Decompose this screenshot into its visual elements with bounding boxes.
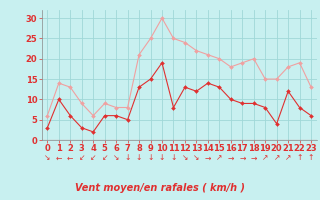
Text: ↙: ↙: [90, 154, 96, 162]
Text: ↓: ↓: [136, 154, 142, 162]
Text: →: →: [228, 154, 234, 162]
Text: ↑: ↑: [296, 154, 303, 162]
Text: ←: ←: [56, 154, 62, 162]
Text: ←: ←: [67, 154, 74, 162]
Text: →: →: [239, 154, 245, 162]
Text: ↓: ↓: [159, 154, 165, 162]
Text: →: →: [205, 154, 211, 162]
Text: ↙: ↙: [101, 154, 108, 162]
Text: ↗: ↗: [262, 154, 268, 162]
Text: ↘: ↘: [182, 154, 188, 162]
Text: →: →: [251, 154, 257, 162]
Text: ↓: ↓: [124, 154, 131, 162]
Text: Vent moyen/en rafales ( km/h ): Vent moyen/en rafales ( km/h ): [75, 183, 245, 193]
Text: ↗: ↗: [274, 154, 280, 162]
Text: ↘: ↘: [44, 154, 51, 162]
Text: ↓: ↓: [170, 154, 177, 162]
Text: ↗: ↗: [285, 154, 291, 162]
Text: ↘: ↘: [113, 154, 119, 162]
Text: ↓: ↓: [147, 154, 154, 162]
Text: ↘: ↘: [193, 154, 200, 162]
Text: ↗: ↗: [216, 154, 222, 162]
Text: ↑: ↑: [308, 154, 314, 162]
Text: ↙: ↙: [78, 154, 85, 162]
